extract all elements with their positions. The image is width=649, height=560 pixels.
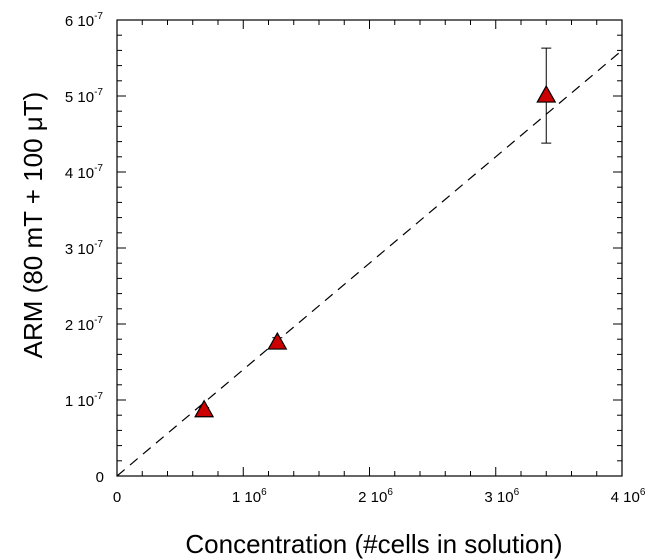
y-tick-label-layer: 01 10-72 10-73 10-74 10-75 10-76 10-7	[65, 11, 104, 486]
y-tick-label-3-mantissa: 3 10	[65, 241, 94, 258]
y-tick-label-0: 0	[96, 469, 104, 486]
x-tick-label-2-mantissa: 2 10	[358, 489, 387, 506]
y-tick-label-1-exponent: -7	[94, 391, 103, 402]
x-tick-label-0-mantissa: 0	[113, 489, 121, 506]
x-tick-label-1-exponent: 6	[261, 487, 267, 498]
y-tick-label-4: 4 10-7	[65, 163, 104, 182]
x-tick-label-3-mantissa: 3 10	[484, 489, 513, 506]
data-point-1	[194, 399, 215, 418]
error-bar-layer	[199, 47, 552, 415]
y-tick-label-1-mantissa: 1 10	[65, 393, 94, 410]
y-tick-label-6-mantissa: 6 10	[65, 13, 94, 30]
y-tick-label-6: 6 10-7	[65, 11, 104, 30]
x-tick-label-1: 1 106	[232, 487, 267, 506]
x-tick-label-2-exponent: 6	[387, 487, 393, 498]
y-tick-label-6-exponent: -7	[94, 11, 103, 22]
x-tick-label-2: 2 106	[358, 487, 393, 506]
y-tick-label-5-exponent: -7	[94, 87, 103, 98]
x-tick-label-3-exponent: 6	[514, 487, 520, 498]
y-tick-label-5-mantissa: 5 10	[65, 89, 94, 106]
x-tick-label-4: 4 106	[611, 487, 646, 506]
y-tick-label-2-mantissa: 2 10	[65, 317, 94, 334]
x-tick-label-3: 3 106	[484, 487, 519, 506]
plot-area-frame	[116, 19, 623, 477]
y-tick-label-4-exponent: -7	[94, 163, 103, 174]
y-tick-label-2: 2 10-7	[65, 315, 104, 334]
y-tick-label-5: 5 10-7	[65, 87, 104, 106]
x-tick-label-4-exponent: 6	[640, 487, 646, 498]
x-tick-label-1-mantissa: 1 10	[232, 489, 261, 506]
marker-layer	[194, 84, 557, 418]
x-tick-label-4-mantissa: 4 10	[611, 489, 640, 506]
y-tick-label-1: 1 10-7	[65, 391, 104, 410]
y-tick-label-3-exponent: -7	[94, 239, 103, 250]
x-tick-label-0: 0	[113, 489, 121, 506]
y-tick-label-2-exponent: -7	[94, 315, 103, 326]
y-tick-label-0-mantissa: 0	[96, 469, 104, 486]
x-axis-title: Concentration (#cells in solution)	[185, 529, 562, 559]
data-point-2	[267, 331, 288, 350]
y-tick-label-3: 3 10-7	[65, 239, 104, 258]
y-tick-label-4-mantissa: 4 10	[65, 165, 94, 182]
y-axis-title: ARM (80 mT + 100 μT)	[18, 92, 48, 359]
data-point-3	[536, 84, 557, 103]
